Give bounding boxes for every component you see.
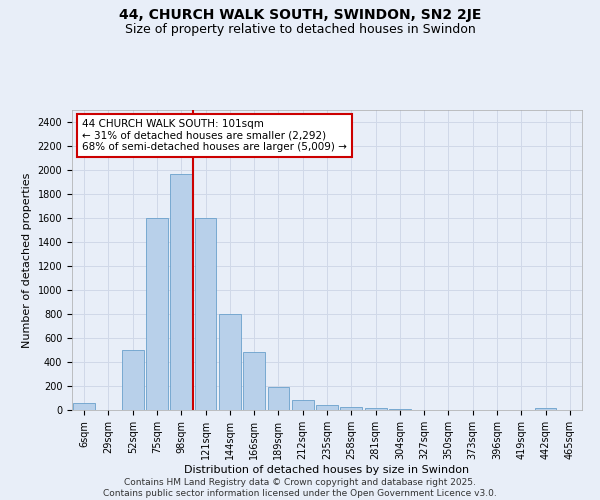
Bar — [243, 352, 265, 410]
Bar — [122, 350, 143, 410]
Bar — [316, 406, 338, 410]
Text: 44, CHURCH WALK SOUTH, SWINDON, SN2 2JE: 44, CHURCH WALK SOUTH, SWINDON, SN2 2JE — [119, 8, 481, 22]
Text: 44 CHURCH WALK SOUTH: 101sqm
← 31% of detached houses are smaller (2,292)
68% of: 44 CHURCH WALK SOUTH: 101sqm ← 31% of de… — [82, 119, 347, 152]
Bar — [292, 400, 314, 410]
X-axis label: Distribution of detached houses by size in Swindon: Distribution of detached houses by size … — [184, 464, 470, 474]
Bar — [146, 218, 168, 410]
Bar — [389, 409, 411, 410]
Bar — [268, 386, 289, 410]
Bar — [365, 408, 386, 410]
Text: Size of property relative to detached houses in Swindon: Size of property relative to detached ho… — [125, 22, 475, 36]
Bar — [219, 314, 241, 410]
Bar — [73, 404, 95, 410]
Text: Contains HM Land Registry data © Crown copyright and database right 2025.
Contai: Contains HM Land Registry data © Crown c… — [103, 478, 497, 498]
Bar — [340, 408, 362, 410]
Bar — [194, 218, 217, 410]
Y-axis label: Number of detached properties: Number of detached properties — [22, 172, 32, 348]
Bar — [170, 174, 192, 410]
Bar — [535, 408, 556, 410]
